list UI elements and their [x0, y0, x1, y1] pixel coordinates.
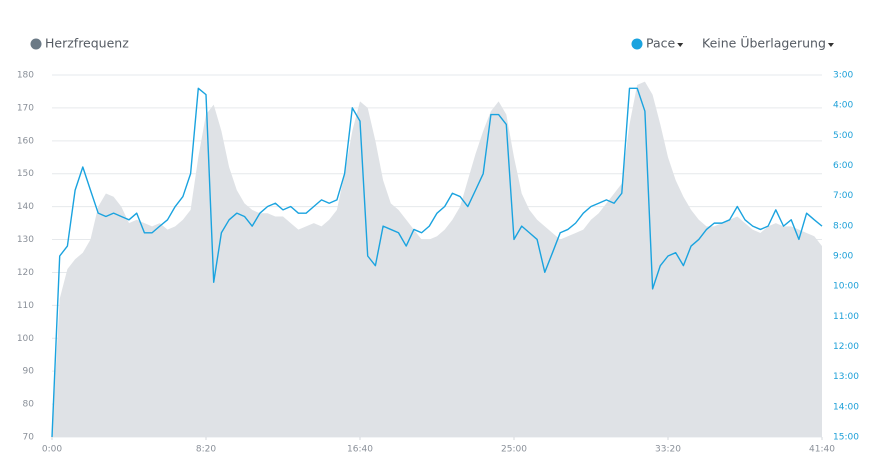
y2-tick-label: 11:00 — [833, 312, 859, 322]
y2-tick-label: 4:00 — [833, 101, 853, 111]
y-tick-label: 180 — [17, 71, 34, 81]
y-tick-label: 170 — [17, 103, 34, 113]
y2-tick-label: 14:00 — [833, 402, 859, 412]
x-tick-label: 33:20 — [655, 445, 681, 455]
marks — [51, 81, 823, 438]
y2-tick-label: 6:00 — [833, 161, 853, 171]
y2-tick-label: 5:00 — [833, 131, 853, 141]
y-tick-label: 100 — [17, 334, 34, 344]
dropdown-arrow[interactable] — [677, 43, 684, 47]
pace-line — [51, 87, 823, 438]
axes: 70 80 90 100 110 120 130 140 150 160 170 180 3:00 4:0… — [17, 71, 859, 455]
y-tick-label: 160 — [17, 136, 34, 146]
legend-swatch — [30, 38, 42, 50]
x-tick-label: 25:00 — [501, 445, 527, 455]
y-tick-label: 120 — [17, 268, 34, 278]
y2-tick-label: 9:00 — [833, 252, 853, 262]
y2-tick-label: 10:00 — [833, 282, 859, 292]
y2-tick-label: 13:00 — [833, 372, 859, 382]
y-tick-label: 140 — [17, 202, 34, 212]
heart-rate-area — [52, 81, 822, 437]
y-tick-label: 150 — [17, 169, 34, 179]
x-tick-label: 41:40 — [809, 445, 835, 455]
legend-label: Herzfrequenz — [45, 36, 129, 51]
x-tick-label: 16:40 — [347, 445, 373, 455]
y-tick-label: 90 — [23, 367, 35, 377]
y-tick-label: 110 — [17, 301, 34, 311]
legend-swatch[interactable] — [631, 38, 643, 50]
x-tick-label: 8:20 — [196, 445, 216, 455]
y-tick-label: 130 — [17, 235, 34, 245]
y2-tick-label: 8:00 — [833, 221, 853, 231]
overlay-dropdown[interactable]: Keine Überlagerung — [702, 35, 826, 51]
legend: Herzfrequenz Pace Keine Überlagerung — [30, 35, 834, 51]
x-tick-label: 0:00 — [42, 445, 62, 455]
y-tick-label: 70 — [23, 433, 35, 443]
y2-tick-label: 15:00 — [833, 433, 859, 443]
y-tick-label: 80 — [23, 400, 35, 410]
pace-dropdown[interactable]: Pace — [646, 36, 676, 51]
y2-tick-label: 7:00 — [833, 191, 853, 201]
y2-tick-label: 3:00 — [833, 71, 853, 81]
dropdown-arrow[interactable] — [827, 43, 834, 47]
y2-tick-label: 12:00 — [833, 342, 859, 352]
